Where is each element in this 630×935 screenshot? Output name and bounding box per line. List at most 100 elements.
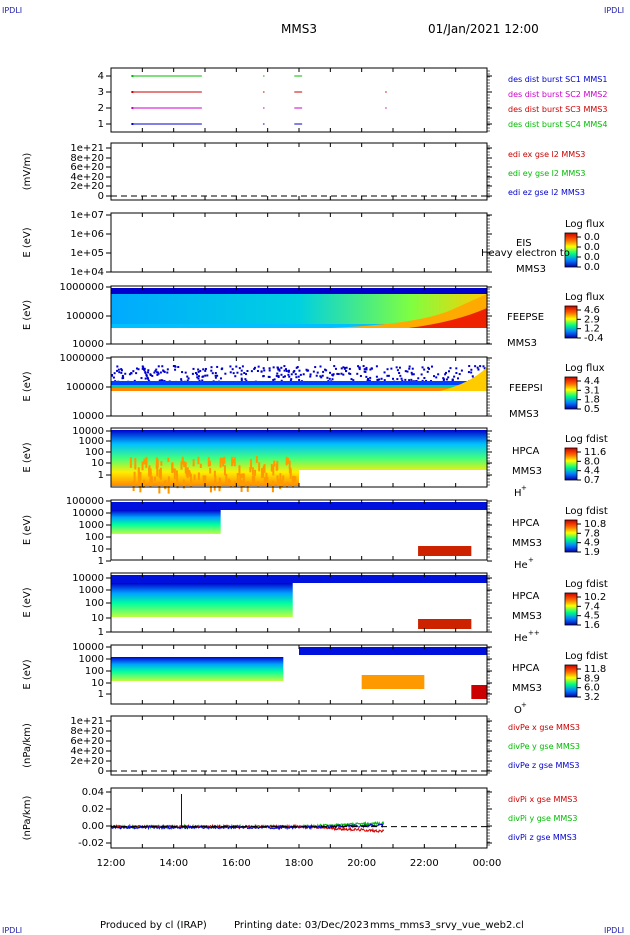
- hpca_hepp-colorbar-tick-label: 4.5: [584, 611, 600, 622]
- feepsi-speckle: [288, 375, 291, 378]
- eis-colorbar-tick-label: 0.0: [584, 242, 600, 253]
- hpca_he-instrument-name: HPCA: [512, 518, 540, 529]
- feepsi-speckle: [155, 368, 158, 371]
- feepsi-speckle: [220, 368, 223, 371]
- hpca_h-ytick-label: 100: [85, 447, 104, 458]
- hpca-h-empty: [299, 470, 487, 486]
- hpca-h-streak: [260, 468, 263, 479]
- feepsi-speckle: [427, 366, 430, 369]
- feepse-colorbar-tick-label: 2.9: [584, 314, 600, 325]
- hpca-h-streak: [149, 472, 152, 484]
- hpca_he-low-energy-patch: [418, 546, 472, 556]
- feepsi-speckle: [273, 378, 276, 381]
- feepse-ytick-label: 10000: [72, 339, 104, 350]
- hpca_he-top-band: [111, 502, 487, 510]
- hpca_hepp-ytick-label: 10: [91, 613, 104, 624]
- hpca-h-streak: [251, 467, 254, 476]
- divpe-ytick-label: 1e+21: [70, 716, 104, 727]
- hpca-h-streak: [276, 475, 279, 480]
- hpca-h-streak: [288, 467, 291, 474]
- feepsi-speckle: [244, 378, 247, 381]
- feepsi-speckle: [199, 369, 202, 372]
- xaxis-tick-label: 18:00: [285, 858, 314, 869]
- feepsi-speckle: [365, 366, 368, 369]
- hpca-h-streak: [202, 475, 205, 484]
- burst-marker: [131, 107, 134, 109]
- hpca-h-streak: [192, 458, 195, 467]
- feepsi-speckle: [245, 373, 248, 376]
- feepsi-speckle: [224, 372, 227, 375]
- feepsi-speckle: [319, 365, 322, 368]
- edi-ytick-label: 8e+20: [70, 153, 104, 164]
- feepsi-speckle: [112, 376, 115, 379]
- hpca-h-streak: [156, 466, 159, 477]
- hpca-h-streak: [250, 458, 253, 469]
- feepsi-speckle: [144, 372, 147, 375]
- feepsi-speckle: [375, 375, 378, 378]
- hpca_o-species: O: [514, 705, 522, 716]
- feepsi-speckle: [296, 366, 299, 369]
- multi-panel-chart: 4 3 2 1 des dist burst SC1 MMS1 des dist burs…: [22, 67, 608, 869]
- feepsi-speckle: [211, 372, 214, 375]
- feepsi-speckle: [289, 379, 292, 382]
- hpca-h-streak: [294, 476, 297, 482]
- feepsi-speckle: [240, 369, 243, 372]
- feepsi-speckle: [201, 375, 204, 378]
- divpi-z-series: [110, 823, 384, 831]
- hpca_o-ytick-label: 100: [85, 666, 104, 677]
- feepsi-speckle: [137, 368, 140, 371]
- feepsi-speckle: [445, 378, 448, 381]
- divpi-legend-entry: divPi z gse MMS3: [508, 833, 577, 842]
- hpca-h-streak: [216, 482, 219, 488]
- feepsi-speckle: [196, 376, 199, 379]
- feepsi-speckle: [442, 377, 445, 380]
- hpca-o-patch: [361, 675, 425, 689]
- divpe-ytick-label: 6e+20: [70, 736, 104, 747]
- feepsi-speckle: [383, 371, 386, 374]
- feepsi-speckle: [336, 372, 339, 375]
- feepsi-speckle: [348, 367, 351, 370]
- feepsi-speckle: [283, 369, 286, 372]
- feepsi-speckle: [305, 368, 308, 371]
- feepsi-speckle: [262, 367, 265, 370]
- hpca-h-streak: [138, 474, 141, 483]
- feepsi-speckle: [345, 370, 348, 373]
- feepsi-band-green: [111, 385, 487, 388]
- feepsi-speckle: [476, 366, 479, 369]
- feepsi-speckle: [324, 368, 327, 371]
- feepsi-speckle: [229, 371, 232, 374]
- feepsi-speckle: [287, 370, 290, 373]
- hpca-h-streak: [238, 465, 241, 476]
- feepsi-speckle: [398, 366, 401, 369]
- feepsi-speckle: [147, 371, 150, 374]
- feepse-ytick-label: 100000: [66, 311, 104, 322]
- feepsi-speckle: [204, 374, 207, 377]
- eis-overlay-label: Heavy electron to: [481, 248, 570, 259]
- feepsi-speckle: [166, 368, 169, 371]
- feepsi-speckle: [470, 371, 473, 374]
- feepsi-speckle: [202, 368, 205, 371]
- burst-legend-entry: des dist burst SC1 MMS1: [508, 75, 607, 84]
- feepsi-speckle: [292, 371, 295, 374]
- hpca-h-streak: [225, 473, 228, 484]
- divpe-legend-entry: divPe z gse MMS3: [508, 761, 579, 770]
- hpca-h-streak: [193, 474, 196, 481]
- feepsi-speckle: [256, 369, 259, 372]
- feepsi-band-orange: [111, 388, 487, 391]
- hpca_hepp-spectrogram: [111, 583, 293, 617]
- feepsi-ylabel: E (eV): [22, 371, 33, 401]
- feepsi-speckle: [400, 377, 403, 380]
- hpca_o-colorbar: [564, 664, 578, 698]
- feepsi-speckle: [386, 368, 389, 371]
- eis-colorbar-tick-label: 0.0: [584, 252, 600, 263]
- hpca-h-streak: [275, 464, 278, 471]
- feepsi-speckle: [447, 370, 450, 373]
- feepse-top-band: [111, 288, 487, 294]
- eis-colorbar: [564, 232, 578, 268]
- feepsi-speckle: [117, 368, 120, 371]
- feepsi-speckle: [214, 372, 217, 375]
- feepsi-speckle: [411, 367, 414, 370]
- hpca-h-streak: [213, 480, 216, 491]
- feepsi-speckle: [229, 365, 232, 368]
- feepsi-speckle: [204, 367, 207, 370]
